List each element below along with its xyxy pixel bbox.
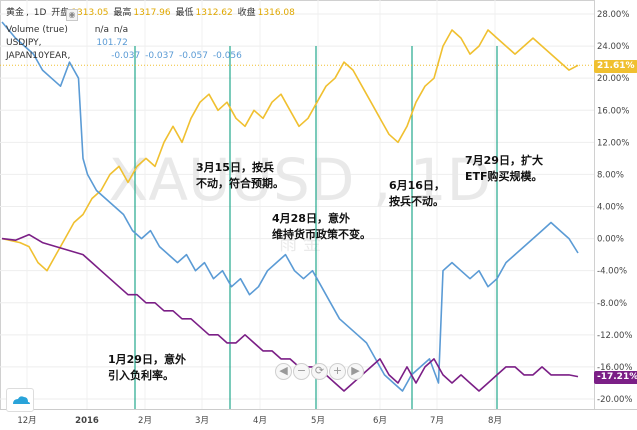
indicator-usdjpy[interactable]: USDJPY, 101.72	[6, 38, 130, 48]
y-tick-label: -20.00%	[597, 395, 632, 405]
open-label: 开盘	[51, 8, 70, 18]
x-tick-label: 7月	[430, 416, 444, 426]
x-tick-label: 3月	[195, 416, 209, 426]
annotation-jun16: 6月16日， 按兵不动。	[389, 179, 445, 208]
y-tick-label: -16.00%	[597, 363, 632, 373]
x-tick-label: 2月	[138, 416, 152, 426]
close-label: 收盘	[237, 8, 256, 18]
close-value: 1316.08	[257, 8, 295, 18]
interval-label[interactable]: 1D	[33, 8, 47, 18]
scroll-right-button[interactable]: ▶	[347, 363, 364, 380]
japan10y-last-value-tag: -17.21%	[594, 371, 637, 384]
annotation-apr28: 4月28日，意外 维持货币政策不变。	[272, 212, 371, 241]
gold-series-line	[1, 29, 579, 272]
annotation-jan29: 1月29日，意外 引入负利率。	[108, 353, 186, 382]
y-tick-label: 20.00%	[597, 74, 629, 84]
low-label: 最低	[175, 8, 194, 18]
reset-button[interactable]: ⟳	[311, 363, 328, 380]
y-tick-label: 24.00%	[597, 42, 629, 52]
indicator-usdjpy-name: USDJPY,	[6, 38, 42, 48]
annotation-jul29: 7月29日，扩大 ETF购买规模。	[465, 154, 543, 183]
x-tick-label: 12月	[17, 416, 36, 426]
series-settings-button[interactable]: ◉	[66, 9, 78, 21]
header-ohlc: 黄金, 1D 开盘 1313.05 最高 1317.96 最低 1312.62 收盘 1…	[6, 8, 295, 18]
indicator-volume-value-2: n/a	[113, 25, 129, 35]
zoom-in-button[interactable]: +	[329, 363, 346, 380]
y-tick-label: 8.00%	[597, 170, 624, 180]
x-tick-label: 6月	[373, 416, 387, 426]
indicator-volume-name: Volume (true)	[6, 25, 68, 35]
indicator-japan10y-value-4: -0.056	[212, 51, 242, 61]
cloud-logo-icon	[6, 388, 34, 412]
indicator-volume[interactable]: Volume (true) n/a n/a	[6, 25, 130, 35]
scroll-left-button[interactable]: ◀	[275, 363, 292, 380]
indicator-japan10y-value-2: -0.037	[145, 51, 175, 61]
x-tick-label: 4月	[253, 416, 267, 426]
y-tick-label: 12.00%	[597, 138, 629, 148]
y-tick-label: -4.00%	[597, 267, 627, 277]
symbol-label[interactable]: 黄金	[6, 8, 25, 18]
indicator-japan10y-name: JAPAN10YEAR,	[6, 51, 71, 61]
y-tick-label: 28.00%	[597, 10, 629, 20]
open-value: 1313.05	[71, 8, 109, 18]
y-tick-label: 4.00%	[597, 203, 624, 213]
x-tick-label: 2016	[75, 416, 99, 426]
y-tick-label: 16.00%	[597, 106, 629, 116]
indicator-usdjpy-value: 101.72	[96, 38, 128, 48]
zoom-out-button[interactable]: −	[293, 363, 310, 380]
annotation-mar15: 3月15日，按兵 不动，符合预期。	[196, 161, 284, 190]
y-tick-label: -12.00%	[597, 331, 632, 341]
watermark-text: XAUUSD , 1D	[109, 146, 492, 214]
watermark-sub: 雨 金	[279, 234, 321, 255]
y-tick-label: -8.00%	[597, 299, 627, 309]
high-label: 最高	[113, 8, 132, 18]
gold-last-value-tag: 21.61%	[594, 60, 637, 73]
indicator-japan10y[interactable]: JAPAN10YEAR, -0.037 -0.037 -0.057 -0.056	[6, 51, 244, 61]
low-value: 1312.62	[195, 8, 233, 18]
indicator-japan10y-value-3: -0.057	[178, 51, 208, 61]
x-tick-label: 5月	[311, 416, 325, 426]
high-value: 1317.96	[133, 8, 171, 18]
indicator-volume-value-1: n/a	[94, 25, 109, 35]
x-tick-label: 8月	[488, 416, 502, 426]
usdjpy-series-line	[1, 21, 579, 392]
indicator-japan10y-value-1: -0.037	[111, 51, 141, 61]
y-tick-label: 0.00%	[597, 235, 624, 245]
